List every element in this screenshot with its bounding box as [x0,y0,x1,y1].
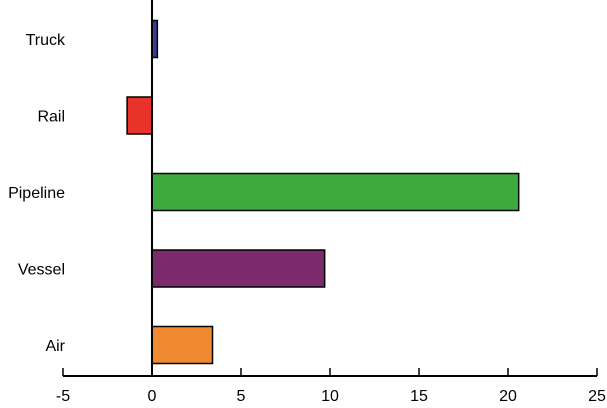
bar-rail [126,96,153,135]
x-tick-label: 10 [321,388,339,405]
x-tick-label: 0 [148,388,157,405]
x-tick-label: -5 [56,388,70,405]
category-label-pipeline: Pipeline [8,185,65,202]
category-label-rail: Rail [37,109,65,126]
category-labels: Truck Rail Pipeline Vessel Air [8,32,66,355]
bars-group [126,19,520,365]
x-tick-label: 5 [237,388,246,405]
x-axis: -5 0 5 10 15 20 25 [56,0,606,405]
x-tick-label: 20 [499,388,517,405]
x-tick-label: 15 [410,388,428,405]
bar-vessel [151,249,326,288]
bar-air [151,325,214,365]
x-tick-label: 25 [588,388,606,405]
category-label-truck: Truck [26,32,66,49]
bar-pipeline [151,172,520,212]
category-label-vessel: Vessel [18,262,65,279]
category-label-air: Air [45,338,65,355]
